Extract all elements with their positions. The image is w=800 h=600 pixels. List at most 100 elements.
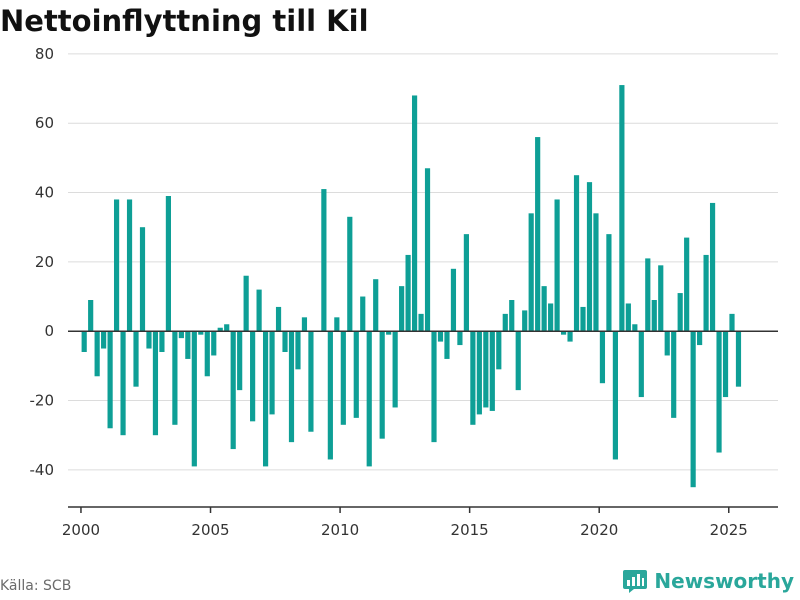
y-tick-label: 60 (35, 114, 54, 132)
bar (560, 331, 567, 335)
bar (392, 331, 398, 408)
brand-logo[interactable]: Newsworthy (622, 568, 794, 594)
bar (327, 331, 333, 460)
bar (88, 300, 94, 332)
bar (573, 175, 580, 332)
bars (81, 85, 742, 488)
chart-title: Nettoinflyttning till Kil (0, 4, 369, 38)
bar (664, 331, 670, 356)
bar (321, 189, 327, 332)
bar (580, 306, 586, 332)
bar (671, 331, 677, 418)
bar (625, 303, 631, 332)
bar (619, 85, 625, 332)
bar (159, 331, 165, 352)
bar (243, 275, 249, 332)
bar (431, 331, 437, 443)
bar (366, 331, 372, 467)
bar (593, 213, 599, 332)
bar (554, 199, 560, 332)
bar (107, 331, 113, 429)
x-tick-label: 2005 (191, 521, 229, 539)
bar (483, 331, 489, 408)
source-label: Källa: SCB (0, 578, 72, 594)
bar (606, 234, 612, 332)
bar (81, 331, 87, 352)
bar (94, 331, 100, 377)
bar (113, 199, 120, 332)
bar (308, 331, 314, 432)
bar (191, 331, 197, 467)
bar (250, 331, 256, 422)
x-tick-label: 2020 (580, 521, 618, 539)
bar (502, 313, 508, 332)
bar (703, 254, 709, 332)
bar (379, 331, 385, 439)
bar (567, 331, 573, 342)
bar (522, 310, 528, 332)
y-tick-label: 0 (44, 322, 54, 340)
bar (709, 202, 716, 332)
x-tick-label: 2015 (451, 521, 489, 539)
bar (735, 331, 742, 387)
bar (172, 331, 178, 425)
bar (444, 331, 450, 359)
y-tick-label: 40 (35, 184, 54, 202)
bar (347, 216, 353, 332)
bar (437, 331, 444, 342)
bar (548, 303, 554, 332)
bar (411, 95, 418, 332)
bar (185, 331, 191, 359)
bar (658, 265, 664, 332)
bar (716, 331, 722, 453)
bar (126, 199, 133, 332)
bar (684, 237, 690, 332)
bar (386, 331, 392, 335)
bar (690, 331, 696, 488)
bar (418, 313, 424, 332)
bar (457, 331, 463, 346)
bar (198, 331, 204, 335)
y-axis-labels: 80 60 40 20 0 -20 -40 (30, 45, 55, 479)
bar (722, 331, 729, 398)
bar-chart-logo-icon (623, 570, 648, 593)
bar (101, 331, 107, 349)
bar (515, 331, 521, 391)
x-axis-ticks: 2000 2005 2010 2015 2020 2025 (62, 507, 748, 539)
bar (295, 331, 301, 370)
bar (224, 324, 230, 332)
bar (204, 331, 210, 377)
bar (301, 317, 308, 332)
bar (489, 331, 495, 411)
bar (256, 289, 262, 332)
bar (424, 168, 431, 332)
bar (476, 331, 482, 415)
y-tick-label: 80 (35, 45, 54, 63)
x-tick-label: 2010 (321, 521, 359, 539)
x-tick-label: 2025 (710, 521, 748, 539)
bar (612, 331, 618, 460)
bar (450, 268, 457, 332)
y-tick-label: 20 (35, 253, 54, 271)
bar (340, 331, 346, 425)
bar (528, 213, 534, 332)
bar (509, 300, 515, 332)
bar (632, 324, 638, 332)
bar (217, 327, 223, 332)
bar (677, 293, 683, 332)
bar (638, 331, 644, 398)
bar (139, 227, 146, 332)
bar (275, 306, 282, 332)
bar (269, 331, 275, 415)
bar (237, 331, 243, 391)
bar (334, 317, 340, 332)
bar (651, 300, 657, 332)
bar (282, 331, 288, 352)
bar (211, 331, 217, 356)
bar (496, 331, 502, 370)
bar (541, 286, 547, 332)
bar (146, 331, 152, 349)
bar (586, 182, 593, 332)
y-tick-label: -20 (30, 392, 55, 410)
bar (373, 279, 379, 332)
